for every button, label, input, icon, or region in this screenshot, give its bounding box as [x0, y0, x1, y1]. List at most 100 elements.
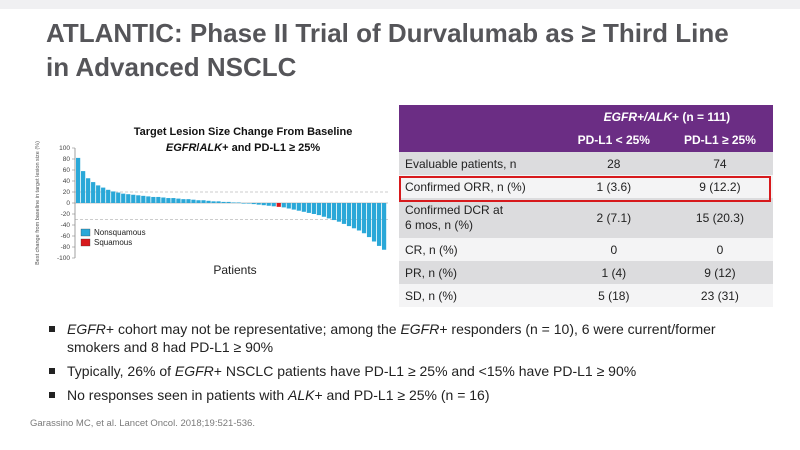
bullet-square-icon — [49, 368, 55, 374]
table-row: PR, n (%) 1 (4) 9 (12) — [399, 261, 773, 284]
chart-bar — [276, 203, 281, 207]
chart-bar — [191, 199, 196, 203]
row-label-line-1: Confirmed DCR at — [405, 203, 504, 217]
chart-subtitle-slash: / — [196, 142, 200, 154]
y-axis-label: Best change from baseline in target lesi… — [35, 141, 41, 265]
chart-bar — [106, 189, 111, 203]
chart-bar — [201, 200, 206, 203]
chart-bar — [336, 203, 342, 222]
y-tick-label: -60 — [61, 233, 71, 240]
table-group-header: EGFR+/ALK+ (n = 111) — [560, 105, 773, 128]
bullet-square-icon — [49, 326, 55, 332]
waterfall-chart: Target Lesion Size Change From Baseline … — [30, 118, 395, 288]
chart-bar — [126, 194, 131, 203]
y-tick-label: 20 — [63, 189, 71, 196]
chart-bar — [261, 203, 266, 206]
y-tick-label: 100 — [59, 145, 70, 152]
chart-subtitle-suffix: + and PD-L1 ≥ 25% — [222, 142, 321, 154]
table-group-header-row: EGFR+/ALK+ (n = 111) — [399, 105, 773, 128]
chart-bar — [306, 203, 311, 213]
title-line-1: ATLANTIC: Phase II Trial of Durvalumab a… — [46, 18, 729, 48]
legend-label: Nonsquamous — [94, 228, 146, 237]
row-value-2: 74 — [666, 152, 773, 175]
results-table: EGFR+/ALK+ (n = 111) PD-L1 < 25% PD-L1 ≥… — [399, 105, 773, 307]
chart-bar — [171, 198, 176, 203]
chart-bar — [266, 203, 271, 206]
group-header-suffix: + (n = 111) — [672, 109, 731, 124]
chart-bar — [271, 203, 276, 207]
chart-bar — [151, 196, 156, 203]
table-row: Evaluable patients, n 28 74 — [399, 152, 773, 175]
chart-bar — [286, 203, 291, 209]
col-header-pdl1-high: PD-L1 ≥ 25% — [666, 128, 773, 152]
citation: Garassino MC, et al. Lancet Oncol. 2018;… — [30, 418, 255, 429]
chart-bar — [361, 203, 367, 234]
row-label: Confirmed ORR, n (%) — [399, 175, 561, 198]
chart-subtitle-alk: ALK — [199, 142, 223, 154]
chart-bar — [371, 203, 377, 242]
chart-bar — [156, 196, 161, 203]
row-label: Evaluable patients, n — [399, 152, 561, 175]
chart-bar — [101, 187, 106, 203]
chart-bar — [381, 203, 387, 250]
chart-plot: Best change from baseline in target lesi… — [35, 141, 388, 277]
row-value-1: 2 (7.1) — [560, 198, 667, 238]
group-header-egfr: EGFR — [603, 109, 638, 124]
chart-bar — [256, 203, 261, 205]
chart-bar — [221, 201, 226, 203]
table-row: Confirmed DCR at 6 mos, n (%) 2 (7.1) 15 … — [399, 198, 773, 238]
y-tick-label: 0 — [66, 200, 70, 207]
chart-bar — [226, 201, 231, 203]
bullet-text: + responders (n = 10), 6 were current/fo… — [67, 321, 716, 355]
chart-bar — [316, 203, 321, 216]
row-value-1: 0 — [560, 238, 667, 261]
y-tick-label: 40 — [63, 178, 71, 185]
bullet-text: + NSCLC patients have PD-L1 ≥ 25% and <1… — [213, 363, 637, 379]
chart-bar — [81, 171, 86, 203]
chart-bar — [351, 203, 357, 229]
chart-bar — [111, 191, 116, 203]
chart-bar — [366, 203, 372, 238]
row-value-1: 1 (4) — [560, 261, 667, 284]
row-value-2: 0 — [666, 238, 773, 261]
y-tick-label: 80 — [63, 156, 71, 163]
chart-bar — [121, 193, 126, 203]
bullet-text: EGFR — [400, 321, 440, 337]
chart-bar — [91, 182, 96, 203]
chart-bar — [241, 203, 246, 204]
chart-bar — [296, 203, 301, 211]
chart-bar — [161, 197, 166, 203]
bullet-text: ALK — [288, 387, 315, 403]
y-tick-label: -80 — [61, 244, 71, 251]
chart-bar — [141, 195, 146, 203]
chart-subtitle: EGFR/ALK+ and PD-L1 ≥ 25% — [108, 140, 378, 156]
bullet-item: EGFR+ cohort may not be representative; … — [46, 320, 766, 356]
bullet-text: + cohort may not be representative; amon… — [105, 321, 401, 337]
y-tick-label: 60 — [63, 167, 71, 174]
chart-bar — [246, 203, 251, 204]
row-value-1: 1 (3.6) — [560, 175, 667, 198]
chart-bar — [331, 203, 337, 221]
bullet-list: EGFR+ cohort may not be representative; … — [46, 320, 766, 410]
row-value-2: 15 (20.3) — [666, 198, 773, 238]
chart-bar — [356, 203, 362, 231]
chart-bar — [251, 203, 256, 205]
chart-bar — [321, 203, 327, 217]
table-column-header-row: PD-L1 < 25% PD-L1 ≥ 25% — [399, 128, 773, 152]
title-line-2: in Advanced NSCLC — [46, 52, 297, 82]
chart-bar — [166, 198, 171, 203]
row-value-2: 23 (31) — [666, 284, 773, 307]
chart-bar — [76, 157, 81, 203]
slide-title: ATLANTIC: Phase II Trial of Durvalumab a… — [46, 16, 766, 84]
bullet-square-icon — [49, 392, 55, 398]
col-header-pdl1-low: PD-L1 < 25% — [560, 128, 667, 152]
legend-swatch — [80, 228, 91, 237]
bullet-item: No responses seen in patients with ALK+ … — [46, 386, 766, 404]
table-header-blank — [399, 105, 561, 128]
chart-bar — [326, 203, 332, 219]
y-tick-label: -20 — [61, 211, 71, 218]
chart-bar — [96, 185, 101, 203]
chart-bar — [216, 201, 221, 203]
chart-bar — [181, 199, 186, 203]
bullet-text: Typically, 26% of — [67, 363, 175, 379]
